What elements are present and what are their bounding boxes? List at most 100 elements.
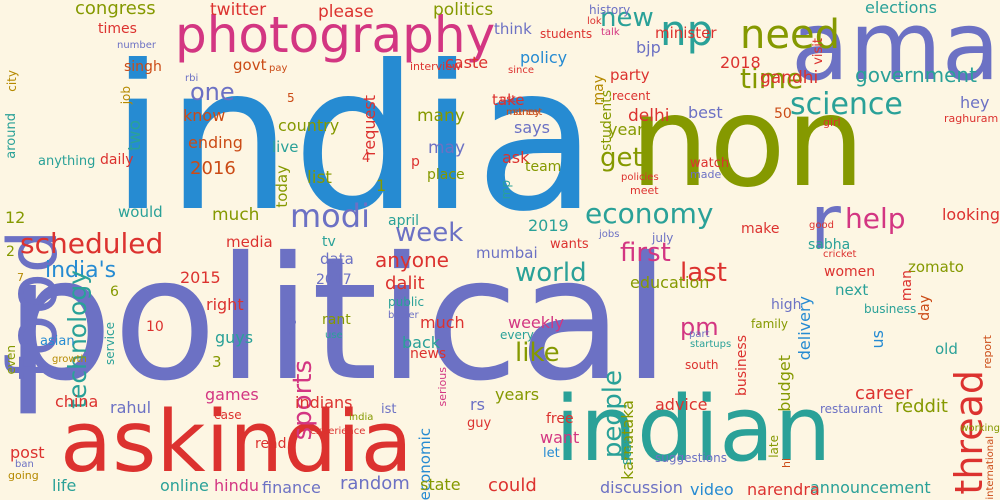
word-cloud-word: place bbox=[427, 167, 465, 183]
word-cloud-word: daily bbox=[100, 152, 134, 168]
word-cloud-word: indian bbox=[555, 377, 832, 482]
word-cloud-word: congress bbox=[75, 0, 156, 19]
word-cloud-word: mumbai bbox=[476, 244, 538, 262]
word-cloud-word: know bbox=[183, 106, 226, 125]
word-cloud-word: business bbox=[864, 302, 917, 316]
word-cloud-word: may bbox=[591, 75, 607, 106]
word-cloud-word: 2 bbox=[6, 244, 15, 260]
word-cloud-word: policies bbox=[621, 172, 659, 183]
word-cloud-word: back bbox=[402, 333, 441, 352]
word-cloud-word: year bbox=[608, 120, 644, 139]
word-cloud-word: looking bbox=[941, 205, 1000, 224]
word-cloud-word: since bbox=[508, 65, 534, 76]
word-cloud-word: watch bbox=[690, 156, 730, 171]
word-cloud-word: ban bbox=[15, 459, 34, 470]
word-cloud-word: narendra bbox=[747, 480, 820, 499]
word-cloud-word: r bbox=[810, 178, 841, 266]
word-cloud-word: visit bbox=[811, 38, 826, 65]
word-cloud-word: made bbox=[690, 168, 722, 181]
word-cloud-word: 2016 bbox=[190, 158, 236, 179]
word-cloud-word: sabha bbox=[808, 237, 851, 253]
word-cloud-word: suggestions bbox=[655, 451, 727, 465]
word-cloud-word: girl bbox=[823, 116, 841, 129]
word-cloud-word: caste bbox=[445, 53, 489, 72]
word-cloud-word: times bbox=[98, 21, 137, 37]
word-cloud-word: political bbox=[5, 221, 671, 419]
word-cloud-word: party bbox=[610, 66, 650, 84]
word-cloud-word: may bbox=[428, 138, 466, 158]
word-cloud-word: singh bbox=[124, 59, 162, 75]
word-cloud-word: guy bbox=[467, 416, 492, 431]
word-cloud-word: meet bbox=[630, 184, 659, 197]
word-cloud-word: make bbox=[741, 221, 780, 237]
word-cloud-word: going bbox=[8, 469, 39, 482]
word-cloud-word: world bbox=[515, 258, 587, 288]
word-cloud-word: reddit bbox=[895, 396, 948, 417]
word-cloud-word: international bbox=[985, 436, 996, 500]
word-cloud-word: one bbox=[190, 78, 235, 106]
word-cloud-word: hey bbox=[960, 93, 990, 112]
word-cloud-word: money bbox=[506, 107, 541, 118]
word-cloud-word: report bbox=[981, 335, 994, 369]
word-cloud-word: career bbox=[855, 383, 913, 404]
word-cloud-word: online bbox=[160, 476, 209, 495]
word-cloud-word: today bbox=[273, 165, 291, 208]
word-cloud-word: rahul bbox=[110, 398, 152, 417]
word-cloud-word: announcement bbox=[810, 478, 931, 497]
word-cloud-word: modi bbox=[290, 197, 370, 235]
word-cloud-word: think bbox=[494, 20, 532, 38]
word-cloud-word: many bbox=[417, 106, 465, 126]
word-cloud-word: please bbox=[318, 2, 374, 22]
word-cloud-word: request bbox=[360, 95, 379, 156]
word-cloud-word: zomato bbox=[908, 258, 964, 276]
word-cloud-word: mp bbox=[499, 180, 513, 200]
word-cloud-word: right bbox=[206, 295, 244, 314]
word-cloud-word: science bbox=[790, 87, 903, 122]
word-cloud-word: 4 bbox=[362, 151, 371, 166]
word-cloud-word: 2019 bbox=[528, 216, 569, 235]
word-cloud-word: 3 bbox=[212, 353, 222, 371]
word-cloud-word: anything bbox=[38, 154, 96, 169]
word-cloud-word: time bbox=[740, 62, 804, 95]
word-cloud-word: much bbox=[212, 205, 260, 225]
word-cloud-word: anyone bbox=[375, 248, 449, 272]
word-cloud-word: random bbox=[340, 473, 410, 494]
word-cloud-word: np bbox=[660, 6, 714, 55]
word-cloud-word: let bbox=[543, 446, 560, 461]
word-cloud-word: discussion bbox=[600, 478, 683, 497]
word-cloud-word: video bbox=[690, 480, 734, 499]
word-cloud-word: 2017 bbox=[316, 272, 352, 288]
word-cloud-word: much bbox=[420, 313, 465, 332]
word-cloud-word: education bbox=[630, 273, 710, 292]
word-cloud-word: 12 bbox=[5, 208, 26, 227]
word-cloud-word: country bbox=[278, 116, 340, 135]
word-cloud-word: data bbox=[320, 250, 354, 268]
word-cloud-word: policy bbox=[520, 48, 568, 67]
word-cloud-word: ist bbox=[381, 402, 397, 417]
word-cloud-word: could bbox=[488, 475, 537, 496]
word-cloud-word: twitter bbox=[210, 0, 267, 20]
word-cloud-word: day bbox=[917, 295, 933, 321]
word-cloud-word: state bbox=[420, 475, 461, 494]
word-cloud-word: every bbox=[500, 328, 534, 342]
word-cloud-word: china bbox=[55, 392, 99, 411]
word-cloud-word: 7 bbox=[17, 271, 24, 284]
word-cloud-word: city bbox=[5, 70, 19, 92]
word-cloud-word: bjp bbox=[636, 38, 661, 57]
word-cloud-word: number bbox=[117, 40, 157, 51]
word-cloud-word: would bbox=[118, 203, 163, 221]
word-cloud-word: man bbox=[899, 270, 915, 302]
word-cloud-word: 6 bbox=[110, 284, 119, 300]
word-cloud-word: job bbox=[119, 86, 133, 105]
word-cloud-word: late bbox=[767, 435, 781, 458]
word-cloud-word: free bbox=[546, 411, 574, 427]
word-cloud-word: p bbox=[411, 154, 420, 170]
word-cloud-word: next bbox=[835, 281, 869, 299]
word-cloud-word: star bbox=[619, 438, 635, 466]
word-cloud-word: get bbox=[600, 143, 643, 173]
word-cloud-word: better bbox=[388, 310, 419, 321]
word-cloud-word: august bbox=[287, 305, 297, 336]
word-cloud-word: like bbox=[515, 338, 560, 368]
word-cloud-word: history bbox=[589, 3, 631, 17]
word-cloud-word: gandhi bbox=[760, 68, 819, 88]
